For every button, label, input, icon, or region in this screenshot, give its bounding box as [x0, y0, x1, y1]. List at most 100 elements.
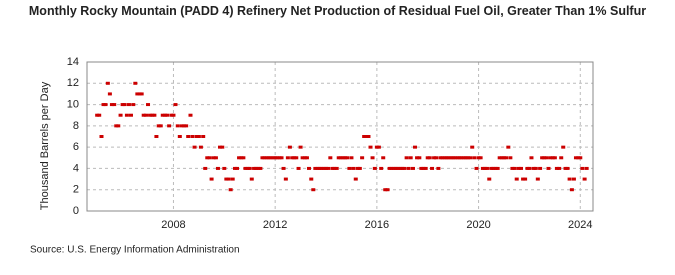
data-point	[207, 156, 212, 160]
data-point	[432, 156, 437, 160]
data-point	[268, 156, 273, 160]
data-point	[277, 156, 282, 160]
data-point	[548, 156, 553, 160]
data-point	[385, 188, 390, 192]
data-point	[582, 177, 587, 181]
data-point	[332, 166, 337, 170]
data-point	[122, 103, 127, 107]
data-point	[264, 156, 269, 160]
data-point	[459, 156, 464, 160]
data-point	[256, 166, 261, 170]
data-point	[451, 156, 456, 160]
data-point	[186, 135, 191, 138]
data-point	[105, 81, 110, 85]
data-point	[584, 166, 589, 170]
data-point	[249, 177, 254, 181]
data-point	[188, 113, 193, 117]
data-point	[330, 166, 335, 170]
data-point	[205, 156, 210, 160]
data-point	[465, 156, 470, 160]
data-point	[232, 166, 237, 170]
x-tick-label: 2012	[263, 219, 287, 231]
data-point	[167, 124, 172, 128]
data-point	[169, 113, 174, 117]
data-point	[527, 166, 532, 170]
data-point	[165, 113, 170, 117]
data-point	[285, 156, 290, 160]
data-point	[298, 145, 303, 149]
data-point	[283, 177, 288, 181]
data-point	[198, 145, 203, 149]
plot-frame	[86, 61, 594, 212]
data-point	[160, 113, 165, 117]
data-point	[552, 156, 557, 160]
data-point	[203, 166, 208, 170]
data-point	[557, 166, 562, 170]
data-point	[226, 177, 231, 181]
data-point	[217, 145, 222, 149]
y-tick-label: 2	[73, 184, 79, 196]
data-point	[533, 166, 538, 170]
data-point	[523, 177, 528, 181]
data-point	[192, 145, 197, 149]
data-point	[95, 113, 100, 117]
data-point	[417, 156, 422, 160]
data-point	[569, 188, 574, 192]
data-point	[302, 156, 307, 160]
data-point	[118, 113, 123, 117]
y-tick-label: 6	[73, 141, 79, 153]
source-note: Source: U.S. Energy Information Administ…	[30, 245, 240, 256]
data-point	[101, 103, 106, 107]
data-point	[474, 166, 479, 170]
data-point	[351, 166, 356, 170]
data-point	[150, 113, 155, 117]
data-point	[381, 156, 386, 160]
data-point	[398, 166, 403, 170]
data-point	[273, 156, 278, 160]
data-point	[131, 103, 136, 107]
data-point	[427, 156, 432, 160]
data-point	[567, 177, 572, 181]
data-point	[184, 124, 189, 128]
data-point	[315, 166, 320, 170]
data-point	[499, 156, 504, 160]
data-point	[470, 145, 475, 149]
data-point	[374, 145, 379, 149]
data-point	[296, 166, 301, 170]
data-point	[561, 145, 566, 149]
data-point	[338, 156, 343, 160]
data-point	[514, 177, 519, 181]
data-point	[343, 156, 348, 160]
data-point	[281, 166, 286, 170]
data-point	[319, 166, 324, 170]
data-point	[190, 135, 195, 138]
data-point	[321, 166, 326, 170]
data-point	[395, 166, 400, 170]
data-point	[535, 177, 540, 181]
data-point	[461, 156, 466, 160]
data-point	[423, 166, 428, 170]
data-point	[228, 188, 233, 192]
data-point	[580, 166, 585, 170]
data-point	[516, 166, 521, 170]
data-point	[406, 166, 411, 170]
data-point	[482, 166, 487, 170]
data-point	[355, 166, 360, 170]
data-point	[317, 166, 322, 170]
y-tick-label: 10	[67, 98, 79, 110]
data-point	[391, 166, 396, 170]
data-point	[271, 156, 276, 160]
data-point	[578, 156, 583, 160]
data-point	[128, 113, 133, 117]
data-point	[116, 124, 121, 128]
data-point	[478, 156, 483, 160]
data-point	[245, 166, 250, 170]
data-point	[279, 156, 284, 160]
data-point	[573, 156, 578, 160]
data-point	[538, 166, 543, 170]
data-point	[472, 156, 477, 160]
data-point	[326, 166, 331, 170]
data-point	[224, 177, 229, 181]
data-point	[141, 113, 146, 117]
data-point	[252, 166, 257, 170]
